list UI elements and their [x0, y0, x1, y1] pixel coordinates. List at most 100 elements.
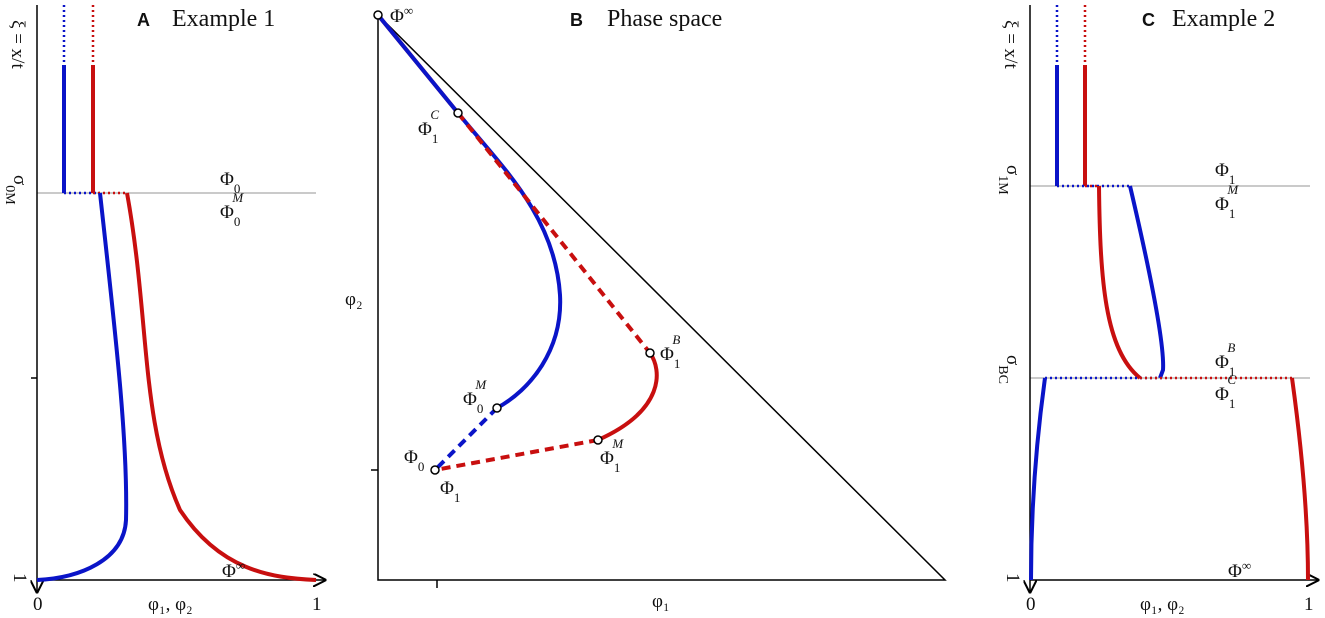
point [453, 108, 463, 118]
curve [1290, 377, 1310, 581]
label-part: Φ [220, 169, 234, 190]
label-part: σ [1002, 165, 1023, 175]
x-tick-label: 1 [312, 594, 322, 615]
y-label: φ₂ [345, 289, 363, 310]
label-part: Φ [1215, 352, 1229, 373]
point [492, 403, 502, 413]
curve [36, 192, 129, 582]
curve [376, 13, 563, 410]
point-label: Φ∞ [1228, 558, 1251, 583]
panel-a: A Example 1 ξ = x/t σ0M 1 0 1 φ₁, φ₂ Φ0 … [3, 5, 326, 615]
label-part: Φ [418, 119, 432, 140]
label-part: σ [9, 175, 30, 185]
point [373, 10, 383, 20]
panel-letter: B [570, 10, 583, 30]
point [593, 435, 603, 445]
sigma-label: σ1M [996, 165, 1024, 195]
label-part: Φ [404, 447, 418, 468]
curve [125, 192, 317, 582]
point-label: Φ1 B [660, 332, 680, 371]
label-part: 1 [1229, 364, 1236, 379]
point-label: Φ∞ [390, 3, 413, 28]
label-part: Φ [660, 344, 674, 365]
point-label: Φ0 M [220, 190, 244, 229]
label-part: Φ [390, 6, 404, 27]
panel-letter: C [1142, 10, 1155, 30]
y-end-label: 1 [1002, 573, 1023, 583]
label-part: 1 [1229, 206, 1236, 221]
label-part: 1 [614, 460, 621, 475]
label-part: ∞ [236, 558, 245, 573]
point-label: Φ0 [220, 169, 240, 196]
label-part: Φ [1215, 384, 1229, 405]
panel-title: Phase space [607, 6, 722, 32]
panel-letter: A [137, 10, 150, 30]
label-part: 0 [234, 214, 241, 229]
sigma-label: σ0M [3, 175, 31, 205]
panel-title: Example 1 [172, 6, 275, 32]
label-part: Φ [463, 389, 477, 410]
curve [597, 351, 659, 442]
label-part: BC [996, 365, 1011, 384]
label-part: 1 [432, 131, 439, 146]
curve [1128, 185, 1166, 379]
x-tick-label: 1 [1304, 594, 1314, 615]
point-label: Φ1 C [1215, 372, 1236, 411]
point-label: Φ1 [1215, 160, 1235, 187]
point [645, 348, 655, 358]
label-part: M [474, 377, 487, 392]
label-part: Φ [1228, 561, 1242, 582]
panel-title: Example 2 [1172, 6, 1275, 32]
label-part: M [611, 436, 624, 451]
sigma-label: σBC [996, 355, 1024, 384]
label-part: 1 [674, 356, 681, 371]
label-part: 1 [1229, 172, 1236, 187]
point-label: Φ1 [440, 478, 460, 505]
x-label: φ₁, φ₂ [148, 594, 193, 615]
label-part: B [1227, 340, 1235, 355]
point-label: Φ∞ [222, 558, 245, 583]
x-label: φ₁, φ₂ [1140, 594, 1185, 615]
y-label: ξ = x/t [1000, 20, 1021, 69]
label-part: ∞ [1242, 558, 1251, 573]
label-part: 1 [1229, 396, 1236, 411]
panel-b: B Phase space φ₂ φ₁ Φ∞ Φ1C Φ1B Φ0M Φ0 Φ1… [345, 3, 947, 612]
curve [1097, 185, 1142, 380]
label-part: σ [1002, 355, 1023, 365]
y-end-label: 1 [9, 573, 30, 583]
point-label: Φ0 M [463, 377, 487, 416]
point-label: Φ1 C [418, 107, 439, 146]
label-part: 0 [418, 459, 425, 474]
label-part: Φ [1215, 160, 1229, 181]
label-part: B [672, 332, 680, 347]
x-label: φ₁ [652, 591, 670, 612]
label-part: Φ [440, 478, 454, 499]
label-part: M [231, 190, 244, 205]
x-tick-label: 0 [33, 594, 43, 615]
curve [456, 111, 652, 355]
point-label: Φ1 M [1215, 182, 1239, 221]
label-part: 0 [477, 401, 484, 416]
point-label: Φ1 B [1215, 340, 1235, 379]
y-label: ξ = x/t [7, 20, 28, 69]
label-part: Φ [600, 448, 614, 469]
label-part: C [430, 107, 439, 122]
label-part: 0 [234, 181, 241, 196]
label-part: 1M [996, 175, 1011, 195]
label-part: Φ [222, 561, 236, 582]
label-part: Φ [1215, 194, 1229, 215]
label-part: M [1226, 182, 1239, 197]
point [430, 465, 440, 475]
point-label: Φ0 [404, 447, 424, 474]
label-part: 1 [454, 490, 461, 505]
curve [434, 438, 599, 472]
label-part: C [1227, 372, 1236, 387]
x-tick-label: 0 [1026, 594, 1036, 615]
curve [1029, 377, 1047, 581]
label-part: 0M [3, 185, 18, 205]
point-label: Φ1 M [600, 436, 624, 475]
triangle [377, 13, 947, 581]
label-part: ∞ [404, 3, 413, 18]
panel-c: C Example 2 ξ = x/t σ1M σBC 1 0 1 φ₁, φ₂… [996, 5, 1319, 615]
